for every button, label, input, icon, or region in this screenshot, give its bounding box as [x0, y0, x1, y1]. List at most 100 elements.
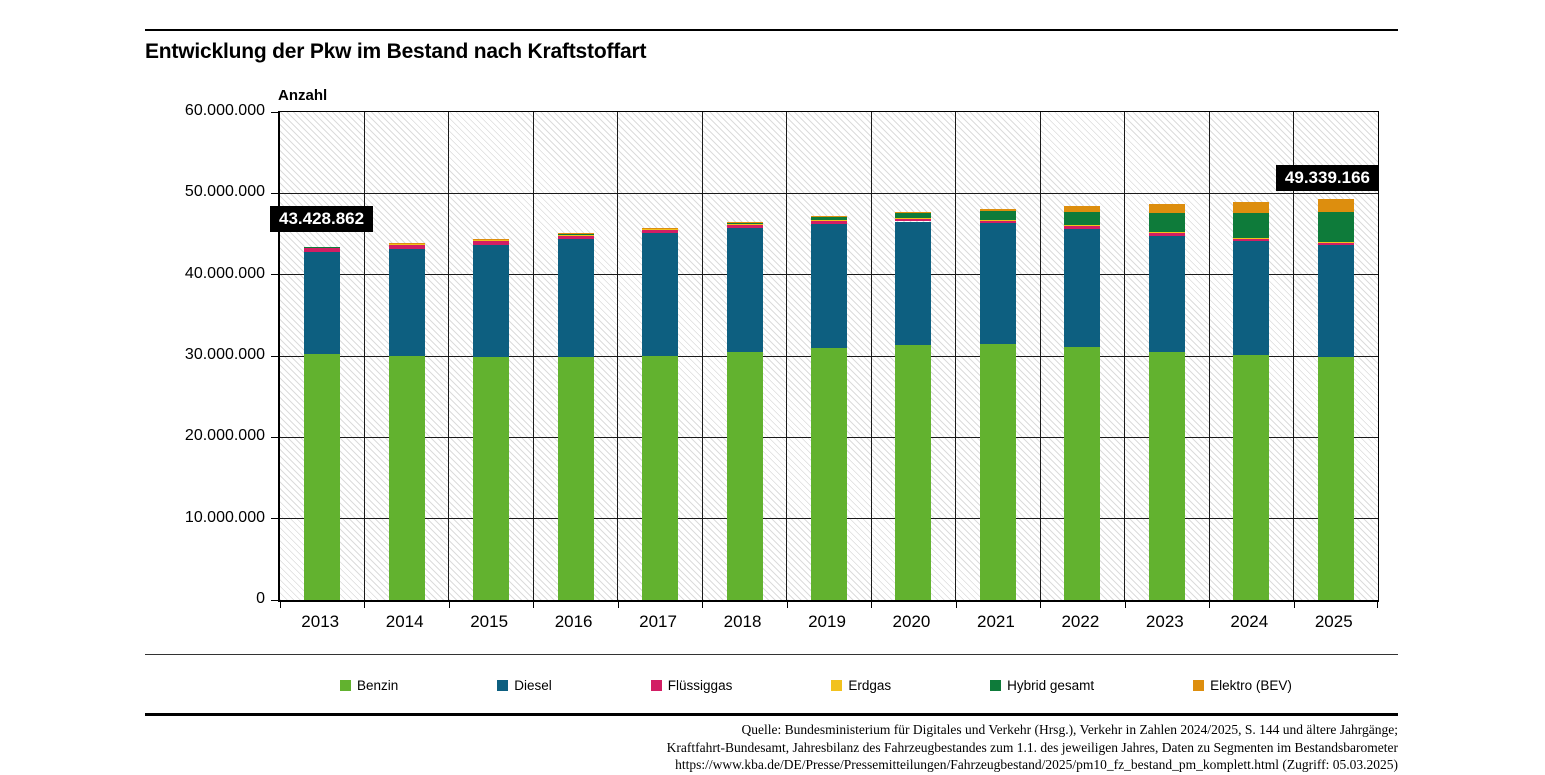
legend-item-label: Erdgas: [848, 678, 892, 693]
bar-segment-erdgas-2013: [304, 247, 341, 249]
gridline-vertical: [870, 112, 872, 600]
legend-swatch-icon: [497, 680, 509, 691]
y-axis-tick-label: 60.000.000: [184, 102, 265, 119]
bar-segment-diesel-2014: [388, 248, 425, 357]
bar-segment-diesel-2023: [1148, 235, 1185, 352]
bar-segment-diesel-2019: [811, 223, 847, 348]
x-axis-tick: [448, 600, 450, 608]
bar-segment-diesel-2024: [1233, 241, 1270, 355]
x-axis-tick: [1040, 600, 1042, 608]
bar-segment-hybrid-gesamt-2013: [304, 246, 341, 248]
y-axis-tick: [271, 274, 278, 276]
bar-segment-elektro-bev--2020: [895, 212, 932, 214]
legend-swatch-icon: [340, 680, 351, 691]
bar-segment-diesel-2022: [1064, 228, 1101, 347]
bar-segment-hybrid-gesamt-2022: [1064, 211, 1101, 226]
source-line: Kraftfahrt-Bundesamt, Jahresbilanz des F…: [666, 739, 1398, 755]
bar-segment-benzin-2018: [726, 352, 763, 600]
source-citation: Quelle: Bundesministerium für Digitales …: [145, 721, 1398, 774]
bar-segment-fl-ssiggas-2014: [388, 244, 425, 249]
bar-segment-erdgas-2021: [979, 219, 1016, 221]
gridline-vertical: [1039, 112, 1041, 600]
y-axis-tick: [271, 192, 278, 194]
x-axis-label-2020: 2020: [892, 612, 931, 631]
gridline-vertical: [1124, 112, 1126, 600]
chart-legend: Benzin Diesel Flüssiggas Erdgas Hybrid gesam…: [340, 678, 1292, 693]
legend-item-hybrid-gesamt: Hybrid gesamt: [990, 678, 1094, 693]
y-axis-tick-label: 0: [256, 590, 265, 607]
y-axis-tick-label: 40.000.000: [184, 264, 265, 282]
bar-segment-elektro-bev--2019: [811, 216, 847, 218]
legend-item-erdgas: Erdgas: [831, 678, 891, 693]
x-axis-label-2017: 2017: [639, 612, 677, 631]
bar-segment-erdgas-2023: [1148, 232, 1185, 233]
bar-segment-erdgas-2014: [388, 243, 425, 245]
bar-segment-hybrid-gesamt-2015: [473, 239, 510, 240]
y-axis-tick: [271, 436, 278, 438]
bar-segment-benzin-2021: [979, 343, 1016, 600]
bar-segment-elektro-bev--2025: [1317, 198, 1354, 213]
bar-segment-hybrid-gesamt-2018: [726, 222, 763, 225]
bar-segment-fl-ssiggas-2025: [1317, 242, 1354, 245]
bar-segment-benzin-2022: [1064, 346, 1101, 600]
gridline-horizontal: [280, 192, 1378, 194]
legend-item-elektro-bev-: Elektro (BEV): [1193, 678, 1292, 693]
bar-segment-benzin-2017: [642, 356, 679, 600]
legend-divider-rule: [145, 654, 1398, 655]
x-axis-tick: [1377, 600, 1378, 608]
x-axis-label-2015: 2015: [470, 612, 509, 631]
gridline-vertical: [1293, 112, 1295, 600]
legend-swatch-icon: [990, 680, 1002, 691]
legend-item-fl-ssiggas: Flüssiggas: [650, 678, 733, 693]
bar-segment-erdgas-2015: [473, 239, 510, 241]
legend-item-label: Benzin: [357, 678, 399, 693]
bar-segment-diesel-2025: [1317, 245, 1354, 357]
gridline-vertical: [955, 112, 957, 600]
bar-segment-benzin-2016: [557, 357, 594, 600]
bar-segment-erdgas-2024: [1233, 238, 1270, 239]
legend-item-label: Flüssiggas: [667, 678, 733, 693]
bar-segment-hybrid-gesamt-2017: [642, 227, 679, 230]
bar-segment-erdgas-2025: [1317, 241, 1354, 243]
footer-divider-rule: [145, 713, 1398, 716]
bar-segment-diesel-2016: [557, 239, 594, 358]
bar-segment-benzin-2024: [1233, 354, 1270, 600]
x-axis-label-2013: 2013: [301, 612, 340, 631]
gridline-vertical: [786, 112, 788, 600]
bar-segment-fl-ssiggas-2021: [979, 220, 1016, 224]
bar-segment-erdgas-2016: [557, 234, 594, 236]
bar-segment-benzin-2015: [473, 357, 510, 600]
bar-segment-erdgas-2017: [642, 229, 679, 230]
x-axis-tick: [702, 600, 704, 608]
y-axis-tick-label: 50.000.000: [184, 183, 265, 201]
bar-segment-benzin-2025: [1317, 356, 1354, 600]
y-axis-tick-label: 10.000.000: [184, 508, 265, 526]
bar-segment-diesel-2013: [304, 251, 341, 354]
y-axis-tick: [271, 355, 278, 357]
bar-segment-hybrid-gesamt-2019: [811, 217, 847, 220]
bar-segment-diesel-2015: [473, 244, 510, 358]
x-axis-label-2014: 2014: [385, 612, 424, 631]
y-axis-tick: [271, 599, 278, 601]
x-axis-tick: [786, 600, 788, 608]
bar-segment-hybrid-gesamt-2016: [557, 233, 594, 235]
bar-segment-fl-ssiggas-2017: [642, 229, 679, 234]
page-title: Entwicklung der Pkw im Bestand nach Kraf…: [145, 40, 647, 63]
gridline-vertical: [363, 112, 365, 600]
x-axis-label-2023: 2023: [1145, 612, 1184, 631]
bar-segment-benzin-2023: [1148, 351, 1185, 600]
x-axis-tick: [1293, 600, 1295, 608]
bar-segment-elektro-bev--2022: [1064, 206, 1101, 212]
x-axis-tick: [1124, 600, 1126, 608]
bar-segment-hybrid-gesamt-2014: [388, 243, 425, 244]
bar-segment-fl-ssiggas-2016: [557, 235, 594, 240]
bar-segment-diesel-2021: [979, 223, 1016, 344]
bar-segment-fl-ssiggas-2015: [473, 240, 510, 245]
bar-segment-benzin-2013: [304, 353, 341, 600]
x-axis-tick: [533, 600, 535, 608]
y-axis-tick: [271, 518, 278, 520]
legend-item-label: Elektro (BEV): [1210, 678, 1292, 693]
gridline-vertical: [448, 112, 450, 600]
gridline-vertical: [532, 112, 534, 600]
top-rule: [145, 29, 1398, 31]
